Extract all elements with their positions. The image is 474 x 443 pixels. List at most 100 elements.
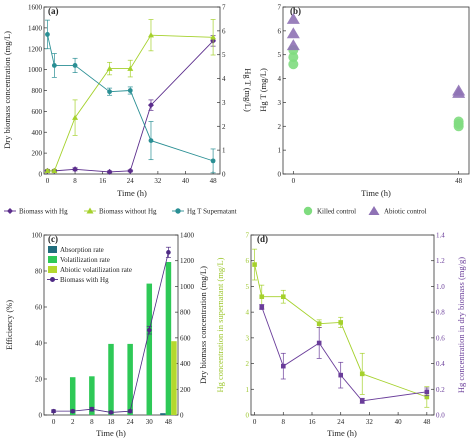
- panel-c-biomass-point-2: [89, 406, 95, 412]
- panel-d-series-0-point-4: [338, 320, 344, 325]
- panel-d-right-ytick-label-1: 0.2: [436, 386, 445, 394]
- panel-c-legend: Absorption rate Volatilization rate Abio…: [47, 246, 132, 284]
- panel-c-bar-1-5: [146, 283, 153, 415]
- panel-c: (c) Time (h) Efficiency (%) Dry biomass …: [4, 232, 208, 439]
- panel-a-xtick-label-3: 24: [127, 177, 135, 185]
- panel-d-left-ytick-label-2: 2: [246, 360, 250, 368]
- panel-d-ylabel-right: Hg concentration in dry biomass (mg/g): [456, 257, 466, 393]
- panel-a-series-1-point-1: [51, 167, 58, 174]
- panel-d-xtick-label-2: 16: [309, 418, 317, 426]
- panel-a-left-ytick-label-3: 600: [32, 108, 43, 116]
- legend-label-biomass-with-hg: Biomass with Hg: [19, 208, 68, 216]
- panel-a-right-ytick-label-5: 5: [222, 51, 226, 59]
- panel-a-series-0-point-2: [72, 166, 79, 173]
- legend-label-biomass-with-hg-c: Biomass with Hg: [60, 276, 109, 284]
- panel-a-xtick-label-4: 32: [154, 177, 162, 185]
- panel-b-left-ytick-label-5: 5: [278, 51, 282, 59]
- panel-c-right-ytick-label-2: 400: [180, 360, 191, 368]
- panel-d-left-ytick-label-1: 1: [246, 386, 250, 394]
- panel-d-series-0-point-1: [259, 294, 265, 300]
- panel-a-right-ytick-label-2: 2: [222, 123, 226, 131]
- panel-b-left-ytick-label-6: 6: [278, 27, 282, 35]
- panel-a-series-1-point-6: [210, 34, 217, 40]
- panel-d-left-ytick-label-6: 6: [246, 257, 250, 265]
- panel-b-series-1-point-0: [286, 39, 300, 51]
- panel-c-left-ytick-label-5: 100: [32, 232, 43, 240]
- panel-a-ylabel-right: Hg T (mg/L): [243, 68, 253, 112]
- panel-a-series-2-line: [47, 34, 214, 162]
- panel-b-left-ytick-label-4: 4: [278, 75, 282, 83]
- panel-d-xtick-label-3: 24: [337, 418, 345, 426]
- legend-label-volatilization-rate: Volatilization rate: [60, 256, 110, 264]
- panel-c-xtick-label-4: 24: [127, 418, 135, 426]
- panel-a-series-1-point-2: [72, 114, 79, 120]
- panel-a-left-ytick-label-2: 400: [32, 129, 43, 137]
- legend-swatch-absorption-rate: [48, 246, 57, 253]
- panel-c-label: (c): [48, 234, 58, 244]
- legend-marker-killed-control: [303, 206, 313, 216]
- panel-c-xtick-label-0: 0: [52, 418, 56, 426]
- panel-c-biomass-point-5: [146, 327, 152, 333]
- panel-b-left-ytick-label-1: 1: [278, 147, 282, 155]
- panel-d-left-ytick-label-7: 7: [246, 232, 250, 240]
- panel-b-left-ytick-label-7: 7: [278, 4, 282, 12]
- panel-d-series-1-line: [261, 306, 427, 402]
- panel-d-ylabel-left: Hg concentration in supernatant (mg/L): [215, 257, 225, 392]
- panel-d-right-ytick-label-3: 0.6: [436, 334, 445, 342]
- panel-c-xlabel: Time (h): [96, 428, 126, 438]
- panel-c-bar-1-6: [165, 262, 172, 415]
- panel-d-right-ytick-label-0: 0.0: [436, 412, 445, 420]
- legend-label-absorption-rate: Absorption rate: [60, 246, 104, 254]
- panel-a-xtick-label-1: 8: [73, 177, 77, 185]
- panel-a-right-ytick-label-6: 6: [222, 27, 226, 35]
- panel-a-series-1-point-4: [127, 65, 134, 71]
- panel-d-left-ytick-label-0: 0: [246, 412, 250, 420]
- panel-c-xtick-label-2: 8: [90, 418, 94, 426]
- panel-d-left-ytick-label-3: 3: [246, 334, 250, 342]
- panel-c-biomass-point-4: [127, 408, 133, 414]
- panel-a-xtick-label-2: 16: [99, 177, 107, 185]
- panel-d-right-ytick-label-4: 0.8: [436, 309, 445, 317]
- panel-c-bar-1-1: [69, 377, 76, 415]
- panel-c-left-ytick-label-0: 0: [39, 412, 43, 420]
- panel-a-series-1-point-5: [147, 32, 154, 38]
- panel-a-legend: Biomass with Hg Biomass without Hg Hg T …: [4, 207, 237, 216]
- panel-b-left-ytick-label-3: 3: [278, 99, 282, 107]
- panel-c-right-ytick-label-5: 1000: [180, 283, 195, 291]
- panel-d-xtick-label-4: 32: [366, 418, 374, 426]
- panel-a-left-ytick-label-4: 800: [32, 87, 43, 95]
- panel-d-series-1-point-4: [359, 398, 365, 404]
- panel-a-xlabel: Time (h): [117, 188, 147, 198]
- panel-d-series-1-point-0: [259, 304, 265, 310]
- panel-b-series-1-point-2: [286, 12, 300, 24]
- legend-label-biomass-without-hg: Biomass without Hg: [99, 208, 157, 216]
- panel-d-label: (d): [257, 234, 268, 244]
- panel-d: (d) Time (h) Hg concentration in superna…: [215, 232, 466, 439]
- panel-a-series-0-point-4: [127, 167, 134, 174]
- panel-a-left-ytick-label-7: 1400: [28, 24, 43, 32]
- panel-a-right-ytick-label-3: 3: [222, 99, 226, 107]
- panel-b-ylabel: Hg T (mg/L): [258, 68, 268, 112]
- panel-c-right-ytick-label-6: 1200: [180, 257, 195, 265]
- panel-c-biomass-point-0: [51, 408, 56, 414]
- panel-c-xtick-label-3: 18: [108, 418, 116, 426]
- panel-b-series-0-point-5: [453, 116, 464, 127]
- panel-c-right-ytick-label-3: 600: [180, 334, 191, 342]
- panel-a-label: (a): [48, 6, 59, 16]
- legend-label-abiotic-volatilization-rate: Abiotic volatilization rate: [60, 266, 132, 274]
- panel-a: (a) Time (h) Dry biomass concentration (…: [2, 4, 253, 199]
- panel-a-xtick-label-6: 48: [210, 177, 218, 185]
- panel-a-series-2-point-1: [51, 63, 57, 68]
- panel-c-biomass-point-6: [166, 250, 171, 255]
- panel-c-right-ytick-label-4: 800: [180, 309, 191, 317]
- panel-c-biomass-point-1: [70, 408, 76, 414]
- panel-c-bar-0-6: [160, 413, 166, 415]
- panel-c-bar-1-4: [127, 343, 133, 415]
- panel-c-right-ytick-label-0: 0: [180, 412, 184, 420]
- panel-a-right-ytick-label-7: 7: [222, 4, 226, 12]
- panel-c-left-ytick-label-1: 20: [35, 376, 43, 384]
- legend-label-killed-control: Killed control: [317, 208, 356, 216]
- panel-d-xtick-label-1: 8: [282, 418, 286, 426]
- panel-a-xtick-label-0: 0: [46, 177, 50, 185]
